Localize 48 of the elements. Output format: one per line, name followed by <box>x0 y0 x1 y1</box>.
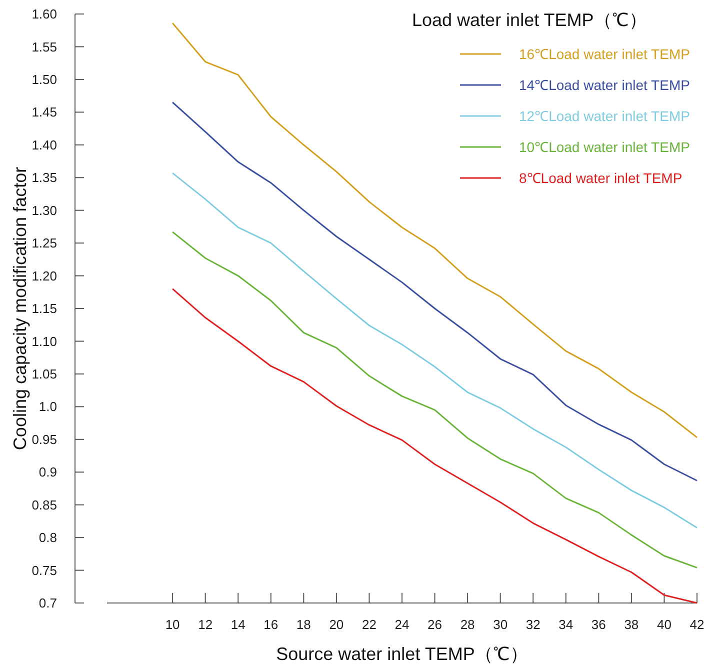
y-tick-label: 0.8 <box>38 530 57 546</box>
x-tick-label: 42 <box>690 617 704 632</box>
x-tick-label: 10 <box>165 617 180 632</box>
legend-label: 14℃Load water inlet TEMP <box>519 76 690 93</box>
x-tick-label: 14 <box>230 617 246 632</box>
y-tick-label: 1.35 <box>32 170 57 186</box>
line-series <box>172 102 698 482</box>
x-tick-label: 16 <box>264 617 278 632</box>
legend-label: 8℃Load water inlet TEMP <box>519 170 682 186</box>
y-tick-label: 1.15 <box>32 301 57 316</box>
y-tick-label: 1.10 <box>32 334 57 349</box>
y-tick-label: 1.05 <box>32 366 57 382</box>
y-tick-label: 0.95 <box>32 432 57 447</box>
legend-label: 10℃Load water inlet TEMP <box>519 138 690 155</box>
y-tick-label: 1.30 <box>32 202 57 218</box>
x-tick-label: 26 <box>428 617 442 632</box>
x-tick-label: 12 <box>198 617 213 632</box>
y-tick-label: 1.25 <box>32 236 57 251</box>
y-tick-label: 1.0 <box>38 399 57 414</box>
y-tick-label: 0.85 <box>32 497 57 512</box>
line-series <box>172 172 698 528</box>
line-series <box>172 231 698 568</box>
x-axis-title: Source water inlet TEMP（℃） <box>276 644 528 664</box>
x-tick-label: 24 <box>394 617 410 632</box>
y-axis-title: Cooling capacity modification factor <box>10 166 30 450</box>
y-tick-label: 0.75 <box>32 562 57 578</box>
x-tick-label: 30 <box>493 617 508 632</box>
y-tick-label: 1.20 <box>32 268 57 284</box>
x-tick-label: 38 <box>624 617 639 632</box>
y-tick-label: 0.9 <box>38 464 57 480</box>
x-tick-label: 20 <box>329 617 344 632</box>
y-tick-label: 1.55 <box>32 39 57 54</box>
x-tick-label: 22 <box>362 617 376 632</box>
x-tick-label: 36 <box>591 617 606 632</box>
y-tick-label: 1.60 <box>32 6 57 22</box>
y-tick-label: 0.7 <box>38 596 57 611</box>
x-tick-label: 34 <box>558 617 574 632</box>
line-series <box>172 288 698 604</box>
y-tick-label: 1.40 <box>32 137 57 152</box>
x-tick-label: 18 <box>296 617 311 632</box>
y-tick-label: 1.45 <box>32 104 57 120</box>
legend-title: Load water inlet TEMP（℃） <box>412 10 647 30</box>
x-tick-label: 32 <box>526 617 540 632</box>
y-tick-label: 1.50 <box>32 72 57 87</box>
x-tick-label: 28 <box>460 617 475 632</box>
legend-label: 16℃Load water inlet TEMP <box>519 46 690 62</box>
legend-label: 12℃Load water inlet TEMP <box>519 108 690 124</box>
x-tick-label: 40 <box>656 617 672 632</box>
